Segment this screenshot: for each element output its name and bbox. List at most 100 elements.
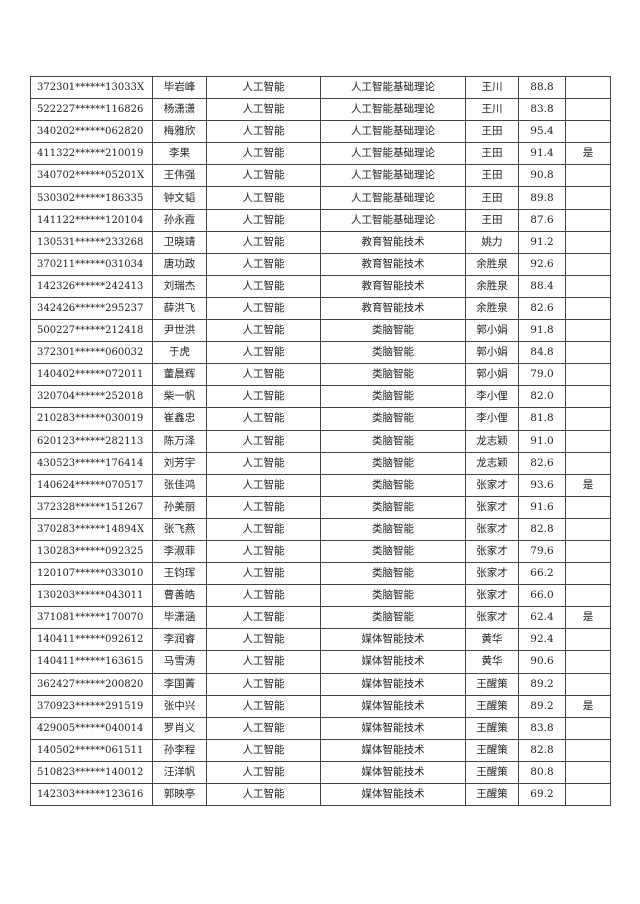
major-cell: 人工智能 [206, 782, 321, 807]
id-cell: 142303******123616 [30, 782, 153, 807]
advisor-cell: 王田 [465, 186, 519, 210]
score-cell: 91.2 [518, 230, 566, 254]
advisor-cell: 龙志颖 [465, 451, 519, 475]
name-cell: 孙李程 [152, 738, 207, 762]
advisor-cell: 郭小娟 [465, 341, 519, 365]
major-cell: 人工智能 [206, 584, 321, 608]
table-row: 362427******200820 李国菁 人工智能 媒体智能技术 王醒策 89.2 [30, 672, 611, 696]
major-cell: 人工智能 [206, 142, 321, 166]
advisor-cell: 黄华 [465, 628, 519, 652]
table-row: 530302******186335 钟文韬 人工智能 人工智能基础理论 王田 89.8 [30, 186, 611, 210]
direction-cell: 类脑智能 [320, 606, 466, 630]
id-cell: 500227******212418 [30, 319, 153, 343]
name-cell: 崔鑫忠 [152, 407, 207, 431]
score-cell: 69.2 [518, 782, 566, 807]
table-row: 500227******212418 尹世洪 人工智能 类脑智能 郭小娟 91.8 [30, 319, 611, 343]
id-cell: 370211******031034 [30, 252, 153, 276]
major-cell: 人工智能 [206, 75, 321, 100]
direction-cell: 人工智能基础理论 [320, 208, 466, 232]
score-cell: 66.0 [518, 584, 566, 608]
table-row: 340202******062820 梅雅欣 人工智能 人工智能基础理论 王田 95.4 [30, 120, 611, 144]
id-cell: 140502******061511 [30, 738, 153, 762]
name-cell: 毕潇涵 [152, 606, 207, 630]
table-row: 370211******031034 唐功政 人工智能 教育智能技术 余胜泉 92.6 [30, 252, 611, 276]
flag-cell: 是 [565, 473, 611, 497]
flag-cell [565, 539, 611, 564]
direction-cell: 媒体智能技术 [320, 628, 466, 652]
score-cell: 80.8 [518, 760, 566, 785]
advisor-cell: 张家才 [465, 584, 519, 608]
major-cell: 人工智能 [206, 650, 321, 674]
table-row: 522227******116826 杨潇潇 人工智能 人工智能基础理论 王川 83.8 [30, 98, 611, 122]
score-cell: 82.6 [518, 296, 566, 321]
flag-cell [565, 495, 611, 519]
name-cell: 卫晓靖 [152, 230, 207, 254]
advisor-cell: 张家才 [465, 495, 519, 519]
direction-cell: 教育智能技术 [320, 296, 466, 321]
direction-cell: 媒体智能技术 [320, 694, 466, 718]
flag-cell [565, 341, 611, 365]
flag-cell: 是 [565, 606, 611, 630]
advisor-cell: 王醒策 [465, 760, 519, 785]
major-cell: 人工智能 [206, 760, 321, 785]
score-cell: 84.8 [518, 341, 566, 365]
id-cell: 370923******291519 [30, 694, 153, 718]
major-cell: 人工智能 [206, 694, 321, 718]
flag-cell [565, 760, 611, 785]
advisor-cell: 王田 [465, 164, 519, 188]
direction-cell: 人工智能基础理论 [320, 186, 466, 210]
advisor-cell: 王醒策 [465, 782, 519, 807]
flag-cell [565, 120, 611, 144]
id-cell: 141122******120104 [30, 208, 153, 232]
id-cell: 140402******072011 [30, 363, 153, 387]
advisor-cell: 王醒策 [465, 672, 519, 696]
direction-cell: 人工智能基础理论 [320, 98, 466, 122]
score-cell: 82.0 [518, 385, 566, 409]
id-cell: 320704******252018 [30, 385, 153, 409]
direction-cell: 教育智能技术 [320, 230, 466, 254]
name-cell: 唐功政 [152, 252, 207, 276]
name-cell: 梅雅欣 [152, 120, 207, 144]
direction-cell: 人工智能基础理论 [320, 164, 466, 188]
score-cell: 89.2 [518, 672, 566, 696]
score-cell: 66.2 [518, 562, 566, 586]
name-cell: 李国菁 [152, 672, 207, 696]
direction-cell: 类脑智能 [320, 429, 466, 453]
score-cell: 79.6 [518, 539, 566, 564]
major-cell: 人工智能 [206, 606, 321, 630]
score-cell: 83.8 [518, 716, 566, 740]
direction-cell: 类脑智能 [320, 473, 466, 497]
major-cell: 人工智能 [206, 296, 321, 321]
direction-cell: 类脑智能 [320, 319, 466, 343]
name-cell: 董晨辉 [152, 363, 207, 387]
major-cell: 人工智能 [206, 186, 321, 210]
direction-cell: 人工智能基础理论 [320, 120, 466, 144]
id-cell: 342426******295237 [30, 296, 153, 321]
id-cell: 130203******043011 [30, 584, 153, 608]
id-cell: 210283******030019 [30, 407, 153, 431]
advisor-cell: 张家才 [465, 473, 519, 497]
advisor-cell: 龙志颖 [465, 429, 519, 453]
advisor-cell: 王醒策 [465, 694, 519, 718]
flag-cell [565, 385, 611, 409]
name-cell: 马雪涛 [152, 650, 207, 674]
flag-cell [565, 319, 611, 343]
advisor-cell: 郭小娟 [465, 319, 519, 343]
name-cell: 曹善皓 [152, 584, 207, 608]
advisor-cell: 余胜泉 [465, 252, 519, 276]
name-cell: 张飞燕 [152, 517, 207, 541]
name-cell: 孙美丽 [152, 495, 207, 519]
major-cell: 人工智能 [206, 738, 321, 762]
flag-cell [565, 296, 611, 321]
major-cell: 人工智能 [206, 473, 321, 497]
direction-cell: 类脑智能 [320, 385, 466, 409]
flag-cell [565, 716, 611, 740]
direction-cell: 类脑智能 [320, 562, 466, 586]
flag-cell [565, 252, 611, 276]
table-row: 320704******252018 柴一帆 人工智能 类脑智能 李小俚 82.0 [30, 385, 611, 409]
advisor-cell: 余胜泉 [465, 296, 519, 321]
id-cell: 372328******151267 [30, 495, 153, 519]
table-row: 141122******120104 孙永霞 人工智能 人工智能基础理论 王田 87.6 [30, 208, 611, 232]
flag-cell [565, 650, 611, 674]
table-row: 210283******030019 崔鑫忠 人工智能 类脑智能 李小俚 81.8 [30, 407, 611, 431]
